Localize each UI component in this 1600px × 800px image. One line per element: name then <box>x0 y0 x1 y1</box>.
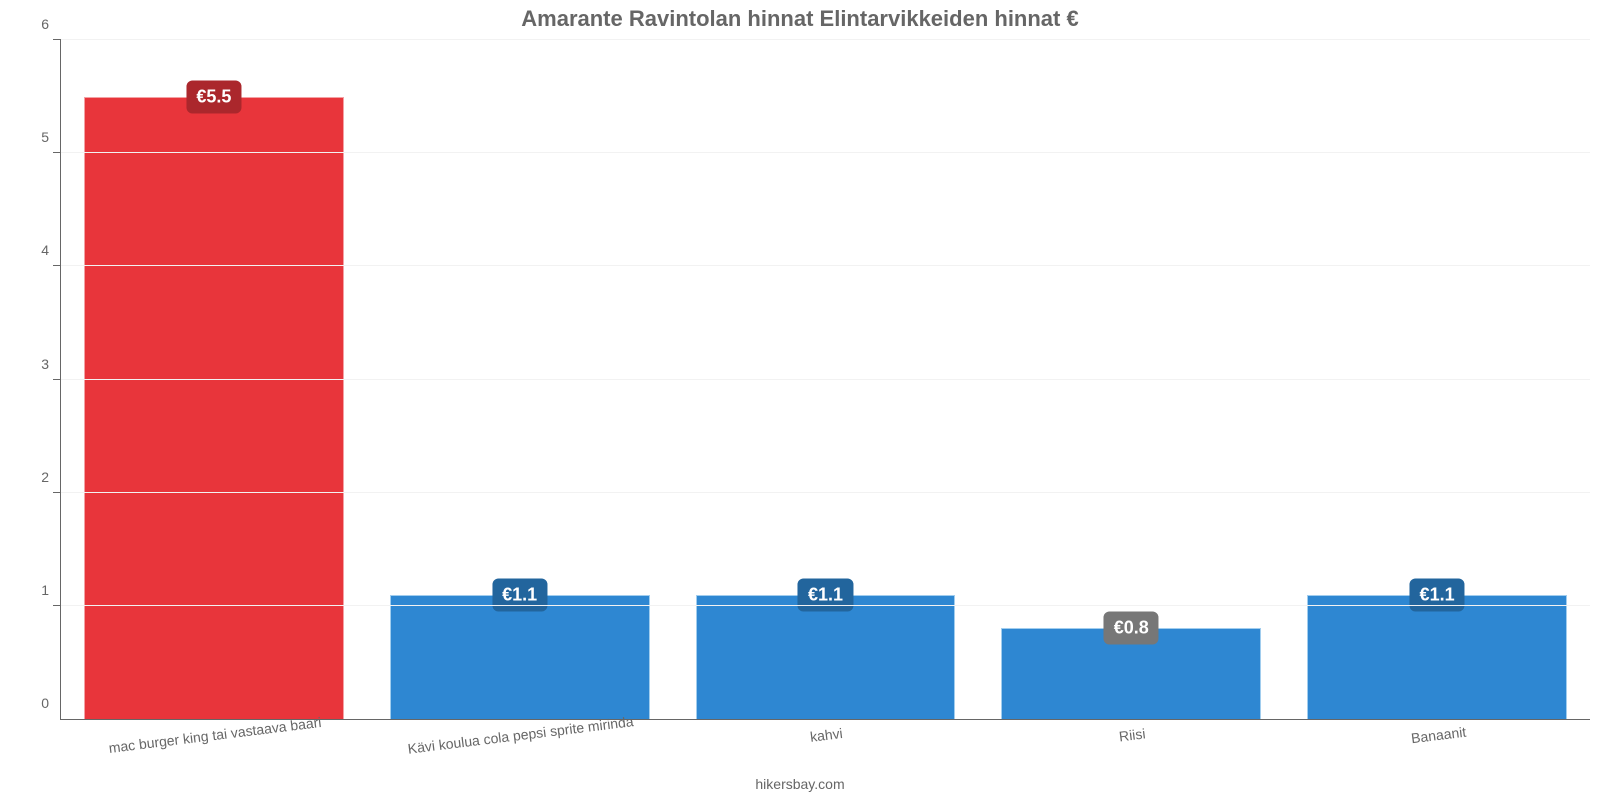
bar-slot: €1.1Banaanit <box>1307 40 1567 719</box>
plot-area: €5.5mac burger king tai vastaava baari€1… <box>60 40 1590 720</box>
y-tick-label: 1 <box>41 582 49 598</box>
bar-value-label: €0.8 <box>1104 612 1159 645</box>
price-bar-chart: Amarante Ravintolan hinnat Elintarvikkei… <box>0 0 1600 800</box>
bar-slot: €5.5mac burger king tai vastaava baari <box>84 40 344 719</box>
x-tick-label: Banaanit <box>1410 724 1467 747</box>
y-tick-label: 4 <box>41 242 49 258</box>
y-tick <box>53 605 61 606</box>
grid-line <box>61 379 1590 380</box>
bar-slot: €1.1kahvi <box>696 40 956 719</box>
y-tick-label: 3 <box>41 356 49 372</box>
grid-line <box>61 492 1590 493</box>
x-tick-label: kahvi <box>809 725 843 745</box>
bar <box>84 97 344 719</box>
x-tick-label: Kävi koulua cola pepsi sprite mirinda <box>407 713 634 757</box>
y-tick <box>53 492 61 493</box>
bar-value-label: €5.5 <box>186 80 241 113</box>
y-tick <box>53 39 61 40</box>
grid-line <box>61 152 1590 153</box>
grid-line <box>61 605 1590 606</box>
x-tick-label: Riisi <box>1118 725 1146 744</box>
y-tick <box>53 379 61 380</box>
bar-value-label: €1.1 <box>492 578 547 611</box>
chart-footer: hikersbay.com <box>0 776 1600 792</box>
bar <box>1307 595 1567 719</box>
y-tick-label: 0 <box>41 695 49 711</box>
bar-slot: €0.8Riisi <box>1001 40 1261 719</box>
y-tick-label: 6 <box>41 16 49 32</box>
y-tick <box>53 265 61 266</box>
bar-slot: €1.1Kävi koulua cola pepsi sprite mirind… <box>390 40 650 719</box>
bar-value-label: €1.1 <box>1410 578 1465 611</box>
y-tick-label: 2 <box>41 469 49 485</box>
bar <box>390 595 650 719</box>
bars-layer: €5.5mac burger king tai vastaava baari€1… <box>61 40 1590 719</box>
bar <box>696 595 956 719</box>
grid-line <box>61 39 1590 40</box>
bar-value-label: €1.1 <box>798 578 853 611</box>
y-tick-label: 5 <box>41 129 49 145</box>
y-tick <box>53 152 61 153</box>
grid-line <box>61 265 1590 266</box>
chart-title: Amarante Ravintolan hinnat Elintarvikkei… <box>0 6 1600 32</box>
x-tick-label: mac burger king tai vastaava baari <box>108 714 322 756</box>
